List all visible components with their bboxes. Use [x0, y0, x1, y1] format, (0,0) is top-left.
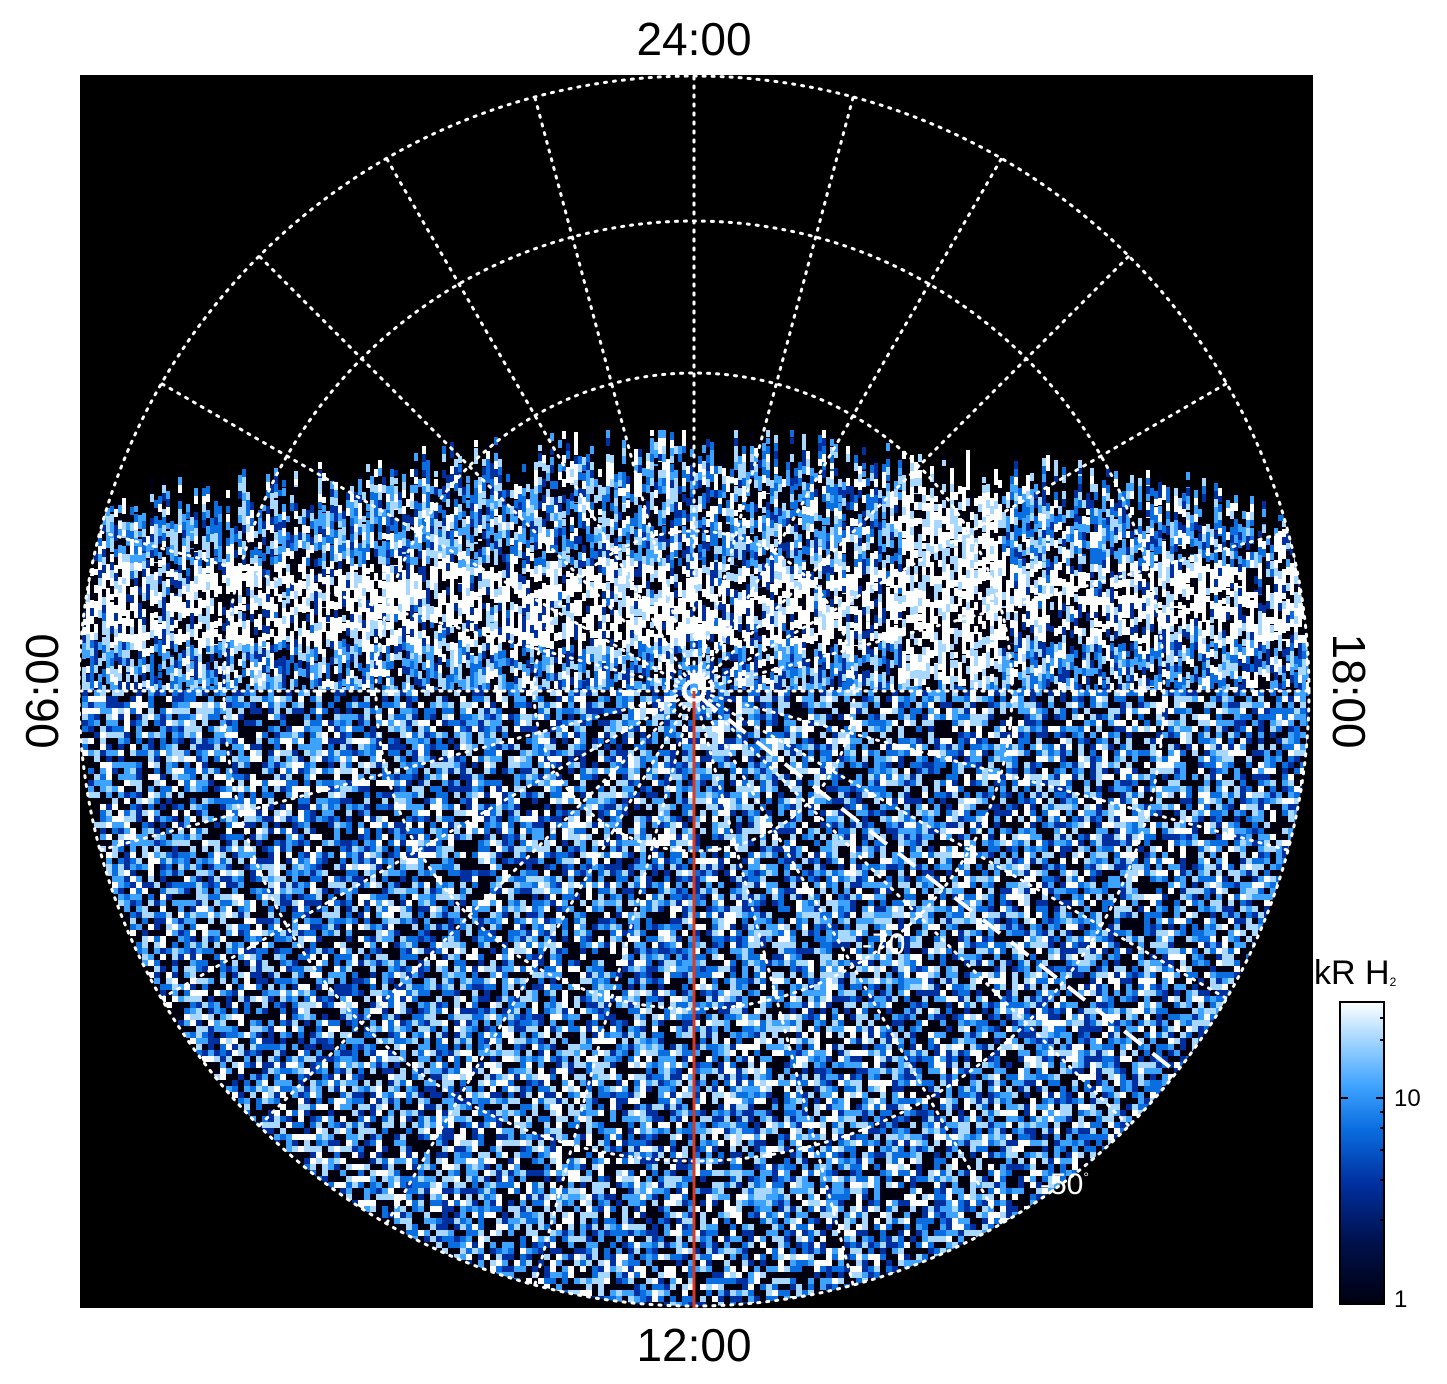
- colorbar: [1340, 1002, 1384, 1304]
- colorbar-tick-1: 1: [1394, 1286, 1407, 1314]
- local-time-label-bottom: 12:00: [636, 1318, 751, 1372]
- colorbar-title: kR H2: [1314, 954, 1396, 993]
- local-time-label-left: 06:00: [15, 633, 69, 748]
- latitude-label-50: -50°: [1040, 1168, 1089, 1202]
- colorbar-tick-10: 10: [1394, 1085, 1421, 1113]
- local-time-label-right: 18:00: [1322, 633, 1376, 748]
- latitude-label-70: -70°: [862, 928, 911, 962]
- local-time-label-top: 24:00: [636, 12, 751, 66]
